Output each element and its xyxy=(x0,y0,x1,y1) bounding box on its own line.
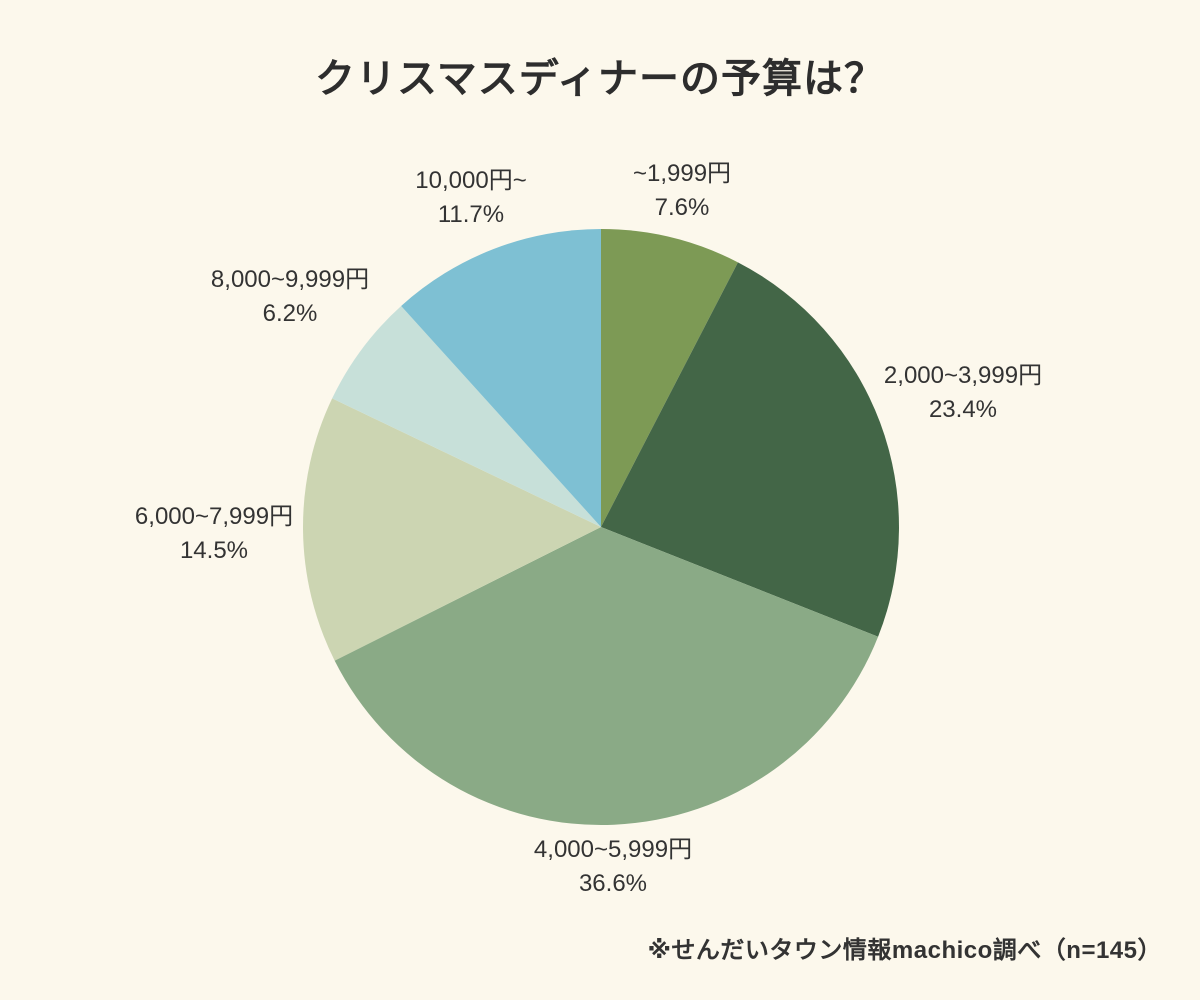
slice-percent: 23.4% xyxy=(928,396,998,423)
slice-label-4: 8,000~9,999円 6.2% xyxy=(211,263,369,331)
pie-slice-5 xyxy=(401,229,601,527)
pie-slice-2 xyxy=(334,527,879,825)
slice-percent: 7.6% xyxy=(654,194,710,221)
pie-slice-0 xyxy=(601,229,738,527)
pie-slice-4 xyxy=(332,305,601,527)
slice-label-0: ~1,999円 7.6% xyxy=(633,157,731,225)
slice-percent: 14.5% xyxy=(179,537,249,564)
slice-category: 8,000~9,999円 xyxy=(210,266,370,293)
pie-slice-1 xyxy=(601,262,899,637)
slice-category: 10,000円~ xyxy=(415,167,527,194)
slice-percent: 6.2% xyxy=(262,300,318,327)
slice-category: 6,000~7,999円 xyxy=(134,503,294,530)
slice-category: 2,000~3,999円 xyxy=(883,362,1043,389)
chart-title: クリスマスディナーの予算は？ xyxy=(315,57,885,101)
slice-percent: 11.7% xyxy=(437,201,505,228)
slice-label-2: 4,000~5,999円 36.6% xyxy=(534,833,692,901)
source-note: ※せんだいタウン情報machico調べ（n=145） xyxy=(647,937,1162,964)
slice-label-5: 10,000円~ 11.7% xyxy=(415,164,526,232)
slice-category: 4,000~5,999円 xyxy=(533,836,693,863)
slice-percent: 36.6% xyxy=(578,870,648,897)
slice-label-3: 6,000~7,999円 14.5% xyxy=(135,500,293,568)
pie-slice-3 xyxy=(303,398,601,661)
slice-category: ~1,999円 xyxy=(632,160,732,187)
slice-label-1: 2,000~3,999円 23.4% xyxy=(884,359,1042,427)
